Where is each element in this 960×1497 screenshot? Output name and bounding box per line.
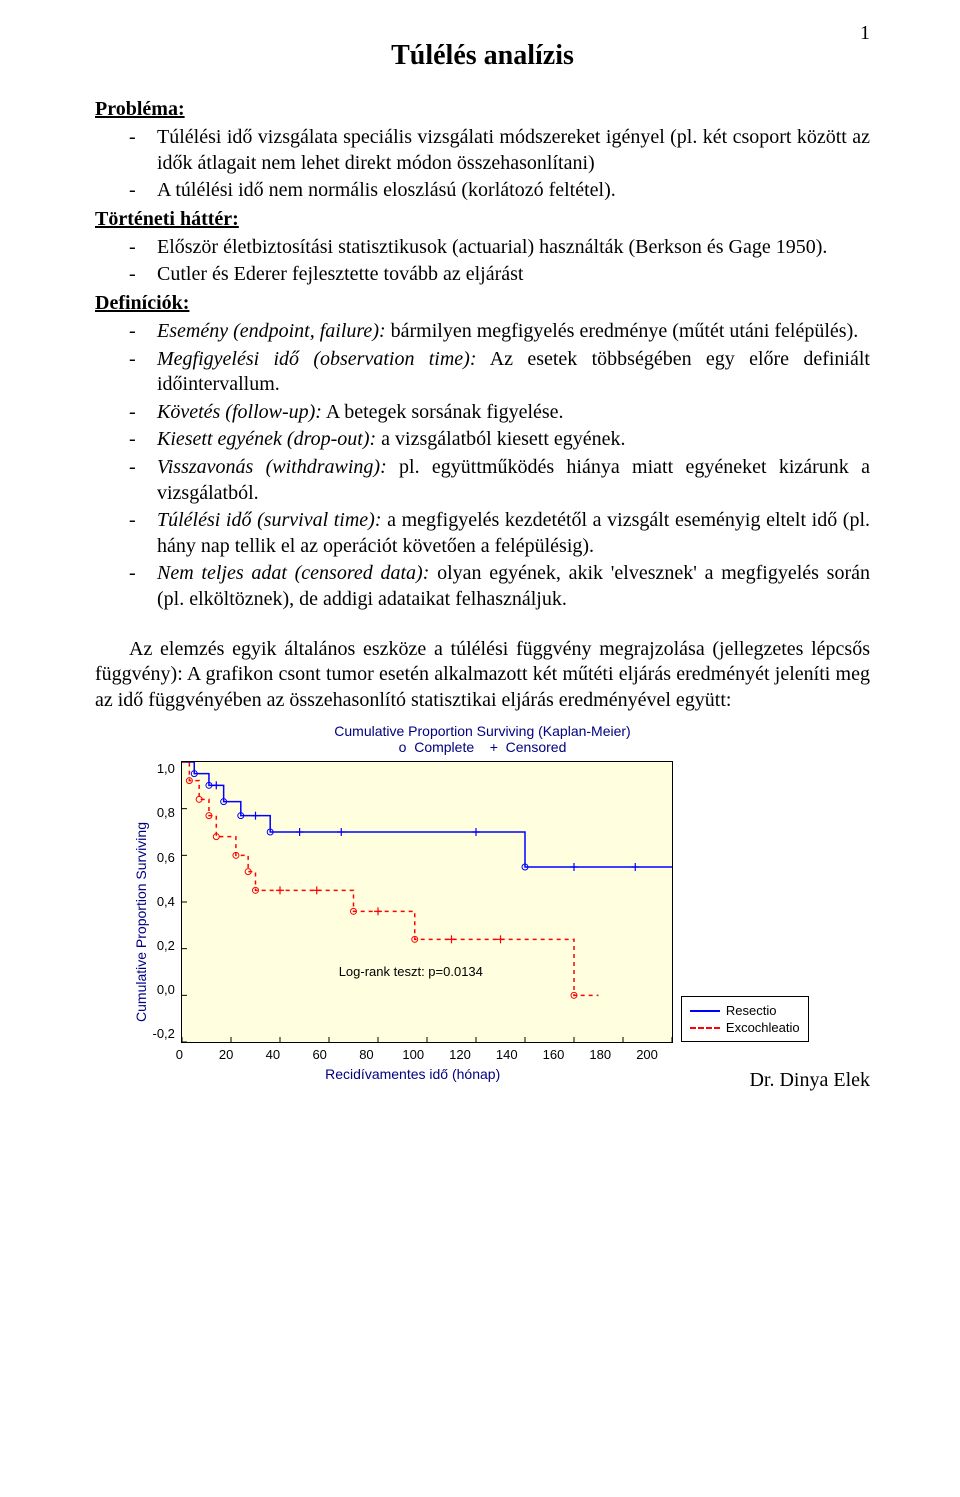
y-tick: 0,8: [153, 805, 175, 820]
page-number: 1: [860, 22, 870, 45]
y-tick: 0,6: [153, 850, 175, 865]
x-tick: 20: [203, 1047, 250, 1062]
y-tick: 0,0: [153, 982, 175, 997]
x-tick: 180: [577, 1047, 624, 1062]
chart-svg: [182, 762, 672, 1042]
list-item: Túlélési idő (survival time): a megfigye…: [157, 508, 870, 559]
list-item: Visszavonás (withdrawing): pl. együttműk…: [157, 455, 870, 506]
definition-text: A betegek sorsának figyelése.: [322, 401, 564, 423]
heading-hatter: Történeti háttér:: [95, 208, 870, 231]
legend-row: Excochleatio: [690, 1020, 800, 1035]
chart-title: Cumulative Proportion Surviving (Kaplan-…: [133, 723, 833, 739]
list-problema: Túlélési idő vizsgálata speciális vizsgá…: [95, 125, 870, 204]
definition-term: Visszavonás (withdrawing):: [157, 456, 387, 478]
definition-term: Túlélési idő (survival time):: [157, 509, 382, 531]
heading-problema: Probléma:: [95, 98, 870, 121]
intro-paragraph: Az elemzés egyik általános eszköze a túl…: [95, 637, 870, 714]
document-title: Túlélés analízis: [95, 40, 870, 72]
list-hatter: Először életbiztosítási statisztikusok (…: [95, 235, 870, 288]
definition-term: Nem teljes adat (censored data):: [157, 562, 429, 584]
x-tick: 100: [390, 1047, 437, 1062]
x-tick: 200: [624, 1047, 671, 1062]
legend-label: Excochleatio: [726, 1020, 800, 1035]
list-item: Kiesett egyének (drop-out): a vizsgálatb…: [157, 427, 870, 453]
list-item: Követés (follow-up): A betegek sorsának …: [157, 400, 870, 426]
definition-term: Esemény (endpoint, failure):: [157, 320, 386, 342]
list-item: Esemény (endpoint, failure): bármilyen m…: [157, 319, 870, 345]
heading-definiciok: Definíciók:: [95, 292, 870, 315]
x-tick: 80: [343, 1047, 390, 1062]
chart-legend: Resectio Excochleatio: [681, 996, 809, 1042]
x-tick: 0: [156, 1047, 203, 1062]
definition-term: Követés (follow-up):: [157, 401, 322, 423]
y-tick: 1,0: [153, 761, 175, 776]
y-tick: 0,4: [153, 894, 175, 909]
y-tick: 0,2: [153, 938, 175, 953]
chart-y-ticks: 1,0 0,8 0,6 0,4 0,2 0,0 -0,2: [153, 761, 181, 1041]
chart-subtitle: o Complete + Censored: [133, 739, 833, 755]
y-tick: -0,2: [153, 1026, 175, 1041]
chart-annotation: Log-rank teszt: p=0.0134: [339, 964, 483, 979]
legend-complete-label: Complete: [414, 739, 474, 755]
list-item: A túlélési idő nem normális eloszlású (k…: [157, 178, 870, 204]
chart-plot-area: Log-rank teszt: p=0.0134: [181, 761, 673, 1043]
list-definiciok: Esemény (endpoint, failure): bármilyen m…: [95, 319, 870, 613]
list-item: Nem teljes adat (censored data): olyan e…: [157, 561, 870, 612]
legend-line-icon: [690, 1010, 720, 1012]
x-tick: 140: [483, 1047, 530, 1062]
chart-x-ticks: 020406080100120140160180200: [181, 1047, 671, 1062]
x-tick: 120: [437, 1047, 484, 1062]
legend-censored-label: Censored: [506, 739, 567, 755]
legend-line-icon: [690, 1027, 720, 1029]
list-item: Túlélési idő vizsgálata speciális vizsgá…: [157, 125, 870, 176]
x-tick: 60: [296, 1047, 343, 1062]
page: 1 Túlélés analízis Probléma: Túlélési id…: [0, 0, 960, 1112]
definition-text: bármilyen megfigyelés eredménye (műtét u…: [386, 320, 859, 342]
x-tick: 40: [250, 1047, 297, 1062]
definition-term: Kiesett egyének (drop-out):: [157, 428, 376, 450]
legend-label: Resectio: [726, 1003, 777, 1018]
footer-author: Dr. Dinya Elek: [749, 1069, 870, 1092]
list-item: Cutler és Ederer fejlesztette tovább az …: [157, 262, 870, 288]
legend-row: Resectio: [690, 1003, 800, 1018]
chart-x-label: Recidívamentes idő (hónap): [153, 1066, 673, 1082]
list-item: Először életbiztosítási statisztikusok (…: [157, 235, 870, 261]
definition-text: a vizsgálatból kiesett egyének.: [376, 428, 625, 450]
survival-chart: Cumulative Proportion Surviving (Kaplan-…: [133, 723, 833, 1082]
chart-y-label: Cumulative Proportion Surviving: [133, 822, 149, 1022]
definition-term: Megfigyelési idő (observation time):: [157, 348, 477, 370]
x-tick: 160: [530, 1047, 577, 1062]
list-item: Megfigyelési idő (observation time): Az …: [157, 347, 870, 398]
